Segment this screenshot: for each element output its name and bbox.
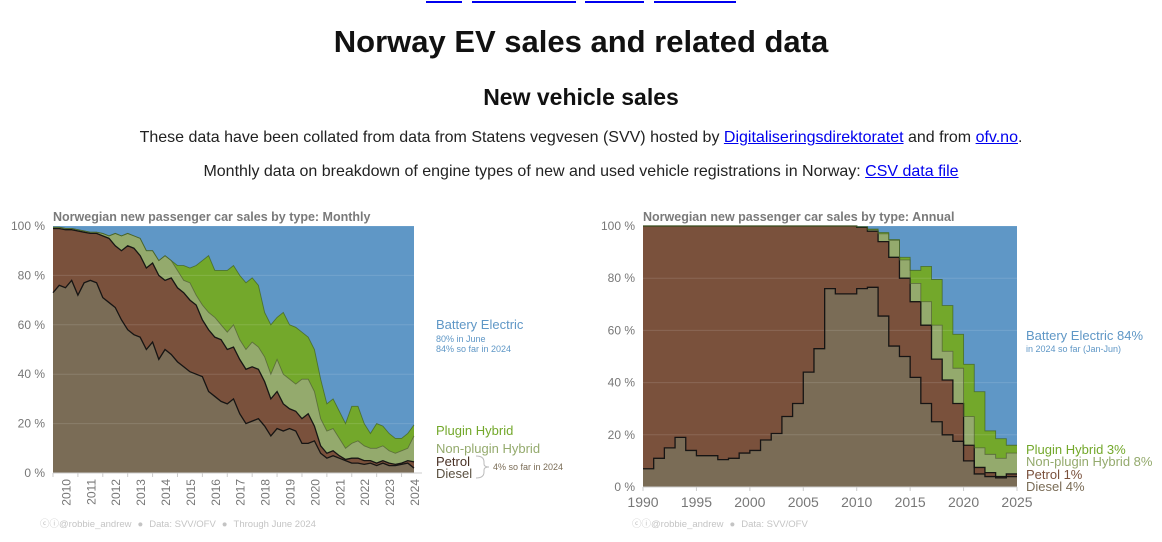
- csv-paragraph: Monthly data on breakdown of engine type…: [0, 163, 1162, 181]
- label-battery-electric: Battery Electric: [436, 317, 524, 332]
- label-battery-electric: Battery Electric 84%: [1026, 328, 1143, 343]
- cc-icon: ⓒⓘ: [632, 519, 652, 530]
- y-tick-label: 0 %: [24, 466, 45, 480]
- footer: ⓒⓘ@robbie_andrew ● Data: SVV/OFV ● Through J…: [40, 519, 316, 530]
- line-plugin-hybrid-top: [53, 226, 415, 439]
- x-tick-label: 2019: [284, 479, 298, 506]
- ofv-link[interactable]: ofv.no: [975, 129, 1018, 146]
- footer-source: Data: SVV/OFV: [149, 519, 216, 530]
- x-tick-label: 2024: [408, 479, 422, 506]
- nav-link-2[interactable]: [471, 0, 576, 3]
- csv-text: Monthly data on breakdown of engine type…: [203, 163, 866, 180]
- page-title: Norway EV sales and related data: [333, 24, 829, 59]
- cc-icon: ⓒⓘ: [40, 519, 60, 530]
- x-tick-label: 2013: [134, 479, 148, 506]
- annotation-ytd: in 2024 so far (Jan-Jun): [1026, 344, 1121, 354]
- axes: 0 % 20 % 40 % 60 % 80 % 100 % 2010 2011 2012 2013…: [11, 219, 422, 506]
- x-tick-label: 2015: [184, 479, 198, 506]
- footer-author: @robbie_andrew: [59, 519, 132, 530]
- x-tick-label: 2023: [383, 479, 397, 506]
- footer-dot: ●: [138, 519, 144, 530]
- x-tick-label: 2015: [895, 494, 926, 510]
- x-tick-label: 1990: [627, 494, 658, 510]
- x-tick-label: 1995: [681, 494, 712, 510]
- intro-text-middle: and from: [903, 129, 976, 146]
- x-tick-label: 2020: [948, 494, 979, 510]
- x-tick-label: 2000: [734, 494, 765, 510]
- footer-through: Through June 2024: [234, 519, 316, 530]
- x-tick-label: 2014: [159, 479, 173, 506]
- label-diesel: Diesel: [436, 466, 472, 481]
- plot-area: [52, 225, 415, 474]
- section-title: New vehicle sales: [483, 84, 679, 110]
- brace-icon: [475, 455, 490, 479]
- footer-dot: ●: [222, 519, 228, 530]
- area-diesel: [53, 280, 414, 473]
- y-tick-label: 80 %: [608, 271, 636, 285]
- x-tick-label: 2022: [358, 479, 372, 506]
- y-tick-label: 100 %: [601, 219, 635, 233]
- csv-data-file-link[interactable]: CSV data file: [865, 163, 959, 180]
- chart-title: Norwegian new passenger car sales by typ…: [643, 210, 954, 224]
- y-tick-label: 0 %: [614, 480, 635, 494]
- intro-paragraph: These data have been collated from data …: [0, 129, 1162, 147]
- y-tick-label: 40 %: [608, 376, 636, 390]
- y-tick-label: 100 %: [11, 219, 45, 233]
- label-non-plugin-hybrid: Non-plugin Hybrid 8%: [1026, 454, 1153, 469]
- line-plugin-hybrid-top: [643, 225, 1017, 446]
- label-plugin-hybrid: Plugin Hybrid 3%: [1026, 442, 1126, 457]
- axes: 0 % 20 % 40 % 60 % 80 % 100 % 1990 1995 2000 2005…: [601, 219, 1033, 510]
- x-tick-label: 2020: [308, 479, 322, 506]
- digitaliseringsdirektoratet-link[interactable]: Digitaliseringsdirektoratet: [723, 129, 904, 146]
- x-tick-label: 2017: [234, 479, 248, 506]
- x-tick-label: 2018: [259, 479, 273, 506]
- footer-author: @robbie_andrew: [651, 519, 724, 530]
- x-tick-label: 2005: [788, 494, 819, 510]
- x-tick-label: 2021: [333, 479, 347, 506]
- line-diesel-top: [52, 279, 415, 469]
- footer: ⓒⓘ@robbie_andrew ● Data: SVV/OFV: [632, 519, 808, 530]
- x-tick-label: 2025: [1001, 494, 1032, 510]
- intro-text-end: .: [1017, 129, 1023, 146]
- x-tick-label: 2010: [59, 479, 73, 506]
- y-tick-label: 20 %: [608, 428, 636, 442]
- label-non-plugin-hybrid: Non-plugin Hybrid: [436, 441, 540, 456]
- chart-title: Norwegian new passenger car sales by typ…: [53, 210, 371, 224]
- y-tick-label: 40 %: [18, 367, 46, 381]
- y-tick-label: 60 %: [18, 318, 46, 332]
- line-diesel-top: [643, 286, 1017, 479]
- nav-link-4[interactable]: [654, 0, 737, 3]
- label-petrol: Petrol: [436, 454, 470, 469]
- area-diesel: [643, 287, 1017, 487]
- line-petrol-top: [53, 227, 415, 466]
- annotation-petrol-diesel: 4% so far in 2024: [493, 462, 563, 472]
- label-diesel: Diesel 4%: [1026, 479, 1085, 494]
- x-tick-label: 2012: [109, 479, 123, 506]
- plot-area: [643, 225, 1017, 488]
- intro-text: These data have been collated from data …: [139, 129, 724, 146]
- nav-link-3[interactable]: [585, 0, 645, 3]
- footer-source: Data: SVV/OFV: [741, 519, 808, 530]
- annotation-june: 80% in June: [436, 334, 486, 344]
- y-tick-label: 60 %: [608, 323, 636, 337]
- footer-dot: ●: [730, 519, 736, 530]
- label-petrol: Petrol 1%: [1026, 467, 1083, 482]
- y-tick-label: 80 %: [18, 268, 46, 282]
- x-tick-label: 2010: [841, 494, 872, 510]
- nav-link-1[interactable]: [425, 0, 462, 3]
- top-nav-links: [0, 0, 1162, 6]
- x-tick-label: 2011: [84, 479, 98, 505]
- annotation-ytd: 84% so far in 2024: [436, 344, 511, 354]
- x-tick-label: 2016: [209, 479, 223, 506]
- y-tick-label: 20 %: [18, 417, 46, 431]
- label-plugin-hybrid: Plugin Hybrid: [436, 423, 513, 438]
